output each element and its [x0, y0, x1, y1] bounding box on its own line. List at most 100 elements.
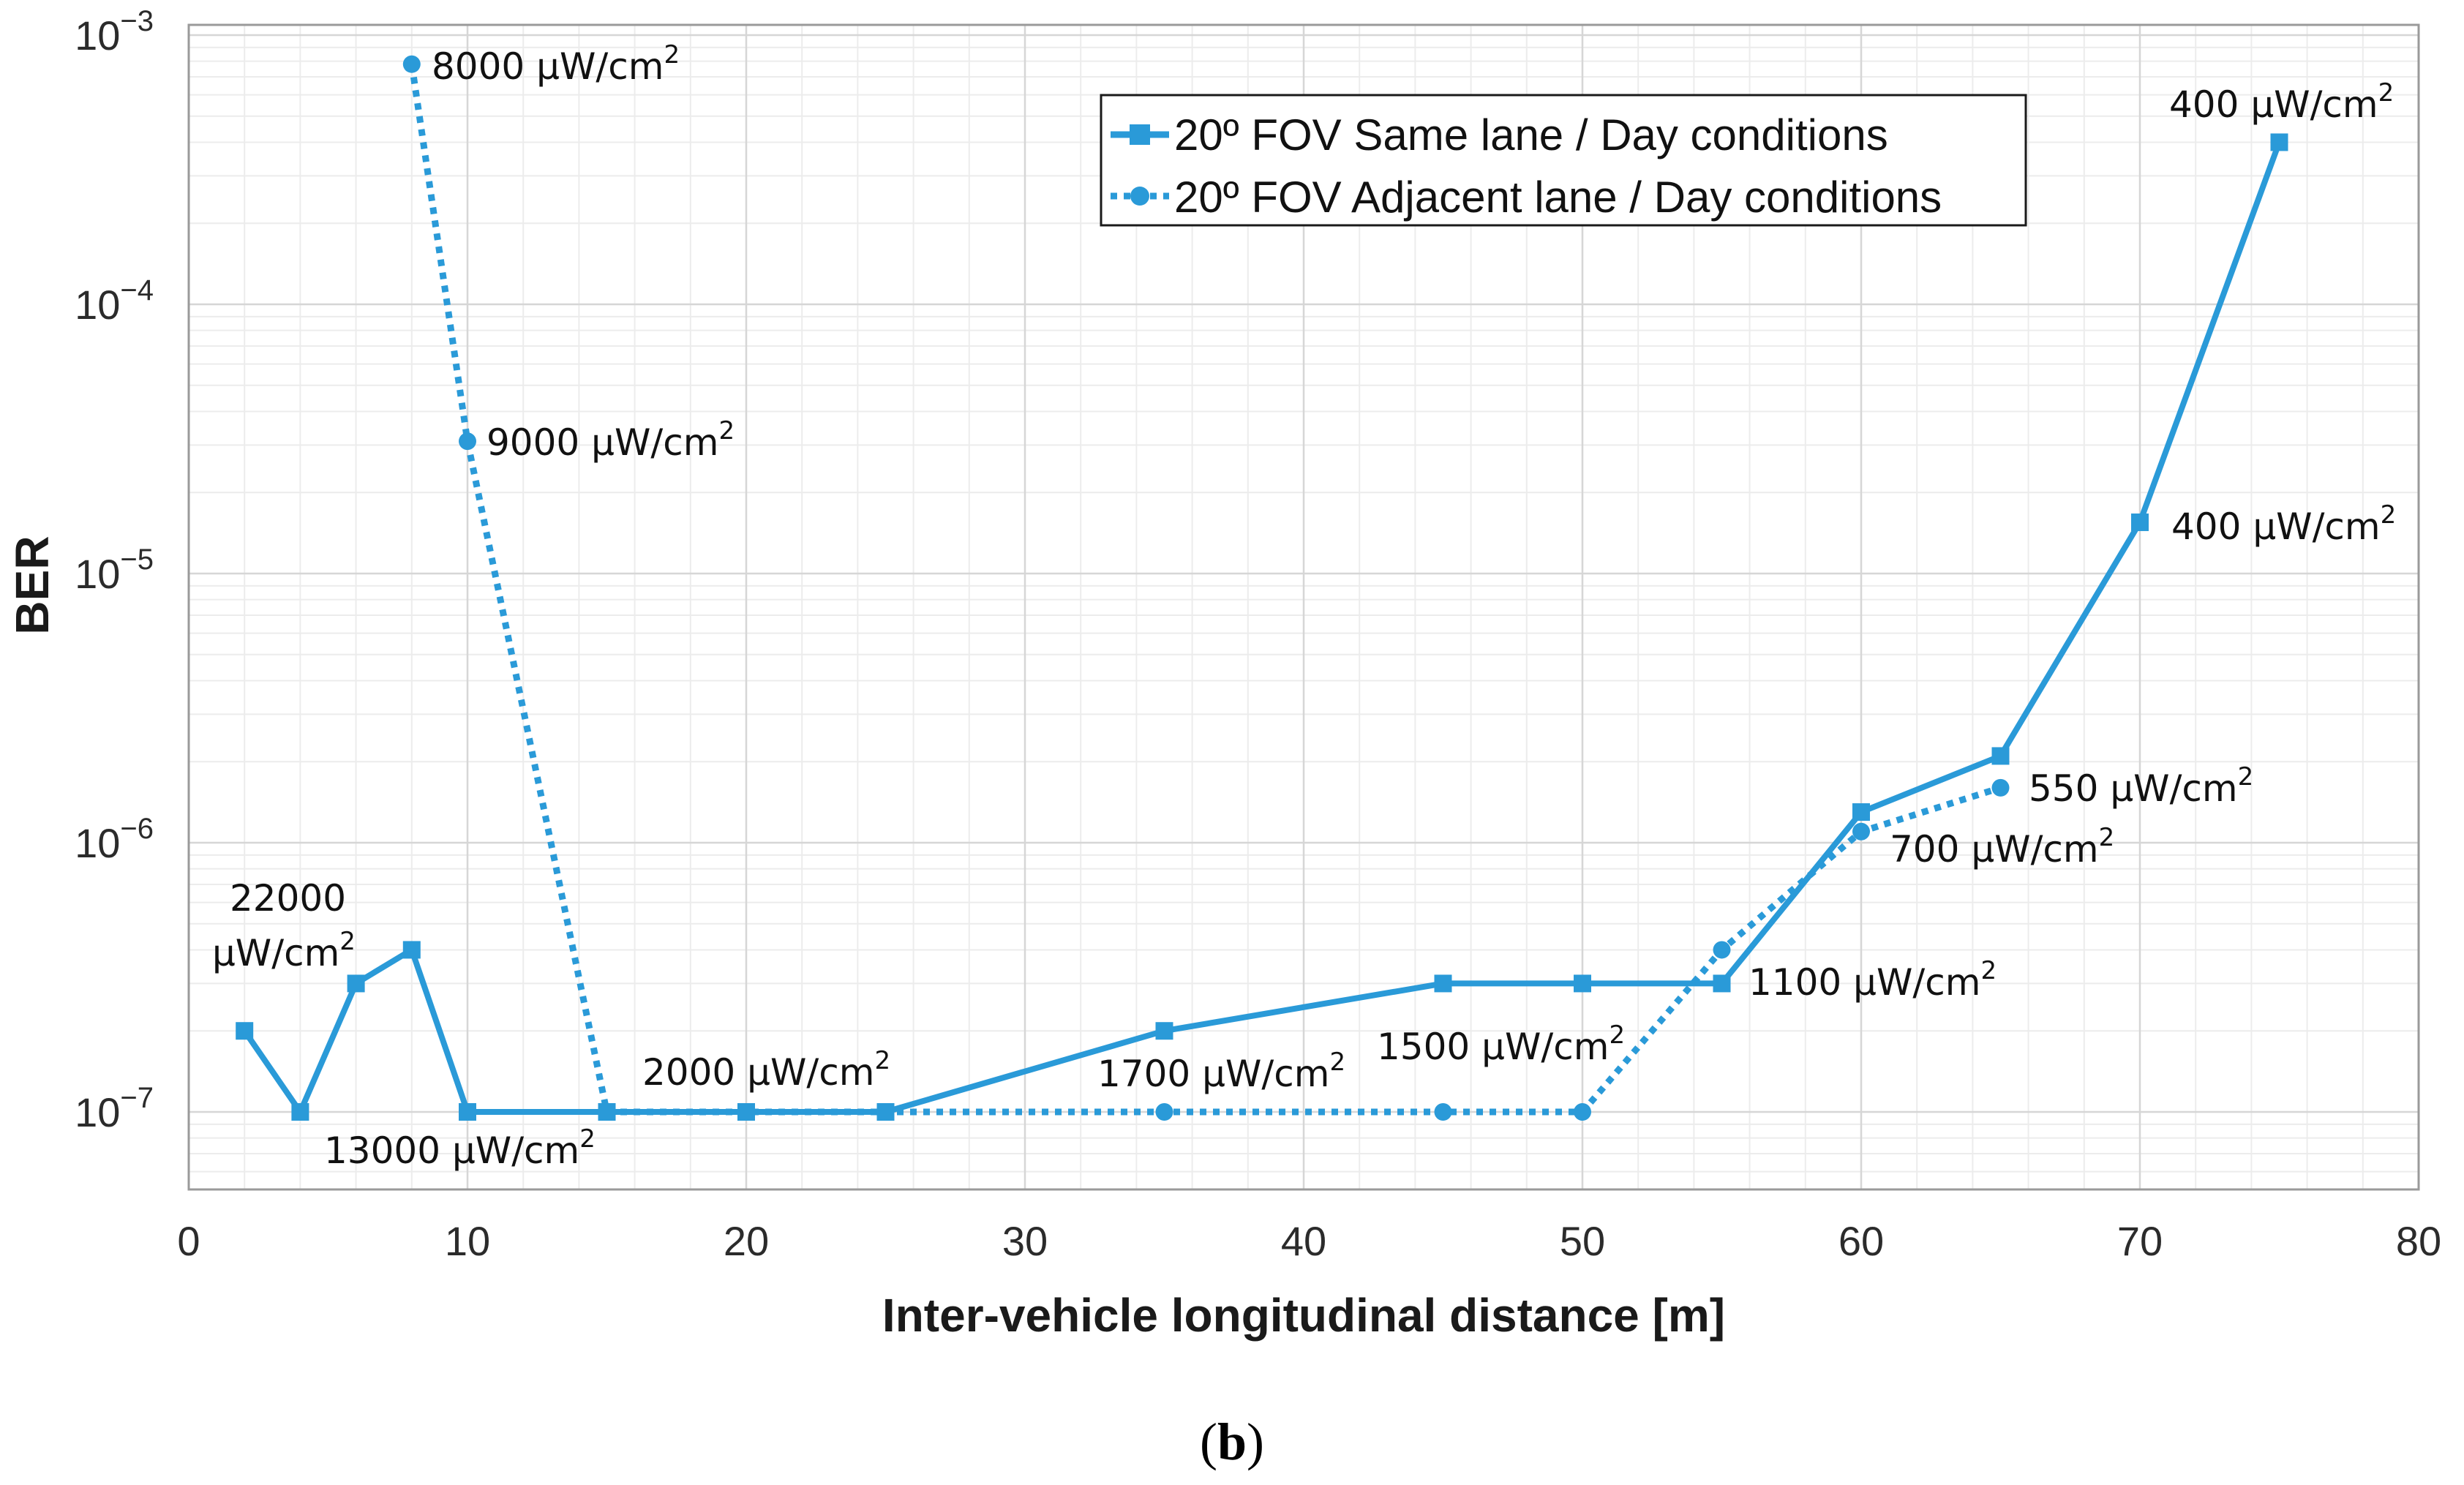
annotation-text: 9000 μW/cm: [487, 421, 718, 464]
annotation-22000-top: 22000: [230, 877, 346, 920]
annotation-text: μW/cm: [212, 932, 339, 974]
y-tick-label: 10−3: [75, 5, 154, 59]
annotation-superscript: 2: [2238, 762, 2254, 792]
data-point-adjacent-lane: [1574, 1103, 1591, 1121]
x-tick-label: 60: [1838, 1218, 1884, 1264]
caption-letter: b: [1217, 1413, 1247, 1471]
y-tick-label: 10−5: [75, 544, 154, 597]
x-tick-label: 50: [1560, 1218, 1605, 1264]
major-grid: [187, 25, 2420, 1189]
series-layer: [236, 55, 2288, 1121]
data-point-same-lane: [236, 1022, 254, 1040]
annotation-text: 13000 μW/cm: [324, 1129, 579, 1172]
annotation-9000: 9000 μW/cm2: [487, 416, 735, 464]
figure-caption: (b): [1200, 1413, 1264, 1471]
annotation-superscript: 2: [1980, 956, 1997, 985]
y-tick-base: 10: [75, 1089, 120, 1135]
data-point-adjacent-lane: [1991, 778, 2010, 797]
annotation-400-mid: 400 μW/cm2: [2171, 500, 2396, 548]
annotation-superscript: 2: [874, 1046, 890, 1075]
y-tick-exponent: −3: [120, 5, 154, 37]
legend: 20º FOV Same lane / Day conditions 20º F…: [1100, 94, 2027, 227]
data-point-adjacent-lane: [459, 432, 476, 451]
annotation-700: 700 μW/cm2: [1890, 823, 2114, 871]
data-point-same-lane: [1713, 974, 1731, 993]
plot-frame: [187, 23, 2420, 1191]
data-point-same-lane: [1574, 974, 1591, 993]
data-point-adjacent-lane: [1434, 1103, 1452, 1121]
annotation-1700: 1700 μW/cm2: [1097, 1048, 1345, 1095]
annotation-superscript: 2: [718, 416, 735, 446]
x-tick-label: 10: [445, 1218, 490, 1264]
y-tick-base: 10: [75, 820, 120, 866]
y-tick-label: 10−4: [75, 274, 154, 328]
annotation-text: 400 μW/cm: [2171, 505, 2381, 548]
annotation-13000: 13000 μW/cm2: [324, 1124, 596, 1172]
data-point-same-lane: [1155, 1022, 1173, 1040]
annotation-text: 1100 μW/cm: [1749, 961, 1980, 1004]
annotation-text: 1700 μW/cm: [1097, 1053, 1329, 1095]
caption-close-paren: ): [1247, 1413, 1264, 1471]
x-tick-label: 40: [1281, 1218, 1326, 1264]
data-point-same-lane: [291, 1103, 309, 1121]
legend-label-same-lane: 20º FOV Same lane / Day conditions: [1174, 110, 1888, 159]
data-point-adjacent-lane: [598, 1103, 616, 1121]
caption-open-paren: (: [1200, 1413, 1217, 1471]
legend-marker-same-lane: [1130, 124, 1150, 145]
data-point-adjacent-lane: [1852, 822, 1870, 841]
annotation-superscript: 2: [664, 40, 680, 69]
data-point-same-lane: [1434, 974, 1452, 993]
annotation-superscript: 2: [2378, 78, 2394, 108]
y-tick-exponent: −6: [120, 813, 154, 845]
legend-marker-adjacent-lane: [1130, 187, 1149, 206]
legend-box: [1100, 94, 2027, 227]
annotation-1100: 1100 μW/cm2: [1749, 956, 1997, 1004]
y-tick-label: 10−6: [75, 813, 154, 866]
annotation-superscript: 2: [2099, 823, 2115, 852]
annotation-superscript: 2: [579, 1124, 596, 1154]
y-axis-title: BER: [6, 535, 59, 634]
annotation-superscript: 2: [339, 927, 356, 956]
annotation-text: 400 μW/cm: [2169, 83, 2378, 126]
annotation-text: 550 μW/cm: [2029, 767, 2238, 810]
annotation-superscript: 2: [1609, 1020, 1625, 1050]
data-point-adjacent-lane: [1713, 941, 1731, 959]
annotation-8000: 8000 μW/cm2: [432, 40, 680, 88]
x-tick-label: 20: [724, 1218, 769, 1264]
annotation-2000: 2000 μW/cm2: [642, 1046, 890, 1094]
series-line-same-lane: [241, 141, 2283, 1115]
y-tick-exponent: −7: [120, 1082, 154, 1114]
data-point-same-lane: [347, 974, 365, 993]
y-tick-base: 10: [75, 282, 120, 328]
data-point-same-lane: [1991, 747, 2010, 765]
x-tick-label: 0: [177, 1218, 200, 1264]
annotation-22000-bottom: μW/cm2: [212, 927, 356, 974]
x-axis-title: Inter-vehicle longitudinal distance [m]: [882, 1289, 1725, 1342]
x-tick-label: 70: [2117, 1218, 2163, 1264]
data-point-same-lane: [459, 1103, 476, 1121]
y-tick-exponent: −4: [120, 274, 154, 307]
data-point-adjacent-lane: [876, 1103, 895, 1121]
x-axis-ticks: 0 10 20 30 40 50 60 70 80: [177, 1218, 2441, 1264]
annotation-550: 550 μW/cm2: [2029, 762, 2253, 810]
annotation-1500: 1500 μW/cm2: [1377, 1020, 1625, 1068]
y-axis-ticks: 10−710−610−510−410−3: [75, 5, 154, 1135]
series-line-adjacent-lane: [408, 64, 2002, 1116]
annotation-text: 1500 μW/cm: [1377, 1026, 1609, 1068]
annotation-text: 8000 μW/cm: [432, 45, 664, 88]
y-tick-base: 10: [75, 551, 120, 597]
x-tick-label: 30: [1002, 1218, 1048, 1264]
data-point-same-lane: [1852, 803, 1870, 822]
annotation-text: 2000 μW/cm: [642, 1051, 874, 1094]
y-tick-label: 10−7: [75, 1082, 154, 1135]
data-point-adjacent-lane: [1155, 1103, 1173, 1121]
legend-label-adjacent-lane: 20º FOV Adjacent lane / Day conditions: [1174, 173, 1942, 222]
annotation-superscript: 2: [2381, 500, 2397, 530]
y-tick-base: 10: [75, 12, 120, 59]
annotation-superscript: 2: [1329, 1048, 1345, 1077]
annotation-text: 700 μW/cm: [1890, 828, 2099, 871]
annotation-text: 22000: [230, 877, 346, 920]
data-point-same-lane: [402, 941, 421, 959]
